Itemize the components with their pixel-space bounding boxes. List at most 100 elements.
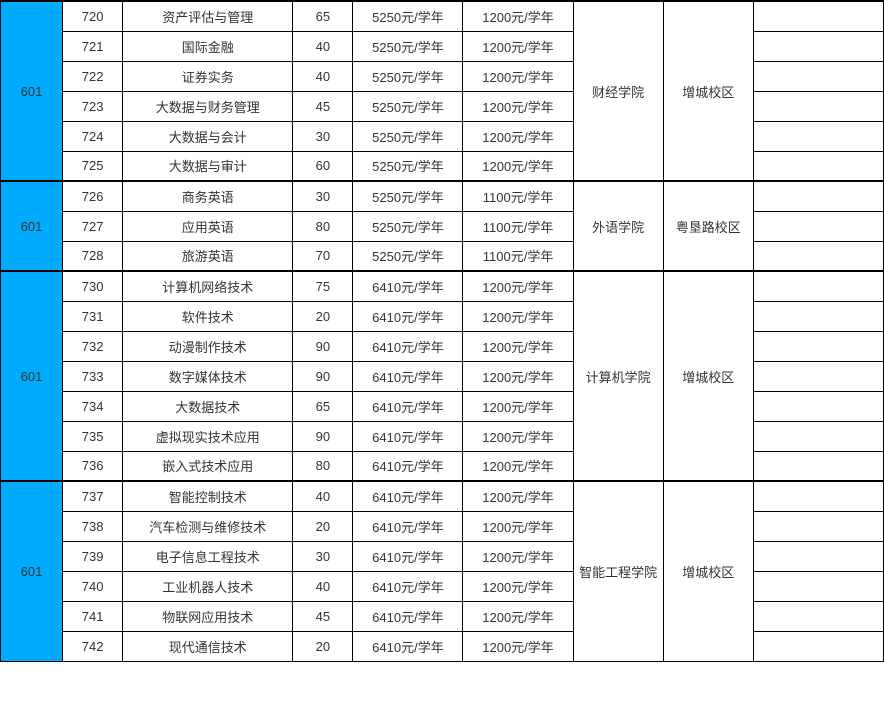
enroll-num-cell: 30 xyxy=(293,181,353,211)
extra-cell xyxy=(753,421,883,451)
enroll-num-cell: 20 xyxy=(293,511,353,541)
major-id-cell: 727 xyxy=(63,211,123,241)
extra-cell xyxy=(753,241,883,271)
extra-cell xyxy=(753,31,883,61)
major-name-cell: 数字媒体技术 xyxy=(123,361,293,391)
major-name-cell: 电子信息工程技术 xyxy=(123,541,293,571)
extra-cell xyxy=(753,91,883,121)
major-id-cell: 742 xyxy=(63,631,123,661)
enroll-num-cell: 30 xyxy=(293,541,353,571)
dorm-fee-cell: 1200元/学年 xyxy=(463,391,573,421)
major-id-cell: 725 xyxy=(63,151,123,181)
extra-cell xyxy=(753,211,883,241)
dorm-fee-cell: 1200元/学年 xyxy=(463,421,573,451)
enroll-num-cell: 40 xyxy=(293,481,353,511)
major-id-cell: 732 xyxy=(63,331,123,361)
major-id-cell: 735 xyxy=(63,421,123,451)
major-name-cell: 证券实务 xyxy=(123,61,293,91)
dorm-fee-cell: 1100元/学年 xyxy=(463,181,573,211)
dorm-fee-cell: 1200元/学年 xyxy=(463,451,573,481)
tuition-cell: 5250元/学年 xyxy=(353,1,463,31)
dept-cell: 计算机学院 xyxy=(573,271,663,481)
dorm-fee-cell: 1200元/学年 xyxy=(463,601,573,631)
campus-cell: 粤垦路校区 xyxy=(663,181,753,271)
major-name-cell: 汽车检测与维修技术 xyxy=(123,511,293,541)
enroll-num-cell: 90 xyxy=(293,361,353,391)
major-id-cell: 733 xyxy=(63,361,123,391)
enroll-num-cell: 20 xyxy=(293,301,353,331)
extra-cell xyxy=(753,61,883,91)
major-name-cell: 大数据与审计 xyxy=(123,151,293,181)
extra-cell xyxy=(753,571,883,601)
tuition-cell: 5250元/学年 xyxy=(353,181,463,211)
extra-cell xyxy=(753,331,883,361)
extra-cell xyxy=(753,391,883,421)
dorm-fee-cell: 1200元/学年 xyxy=(463,361,573,391)
enroll-num-cell: 70 xyxy=(293,241,353,271)
dorm-fee-cell: 1200元/学年 xyxy=(463,301,573,331)
dorm-fee-cell: 1200元/学年 xyxy=(463,511,573,541)
major-name-cell: 智能控制技术 xyxy=(123,481,293,511)
major-id-cell: 731 xyxy=(63,301,123,331)
major-id-cell: 741 xyxy=(63,601,123,631)
major-name-cell: 物联网应用技术 xyxy=(123,601,293,631)
tuition-cell: 6410元/学年 xyxy=(353,451,463,481)
major-id-cell: 722 xyxy=(63,61,123,91)
tuition-cell: 6410元/学年 xyxy=(353,541,463,571)
extra-cell xyxy=(753,601,883,631)
major-name-cell: 国际金融 xyxy=(123,31,293,61)
enroll-num-cell: 40 xyxy=(293,31,353,61)
extra-cell xyxy=(753,151,883,181)
dorm-fee-cell: 1200元/学年 xyxy=(463,631,573,661)
tuition-cell: 6410元/学年 xyxy=(353,391,463,421)
major-name-cell: 动漫制作技术 xyxy=(123,331,293,361)
enroll-num-cell: 65 xyxy=(293,391,353,421)
tuition-cell: 6410元/学年 xyxy=(353,361,463,391)
major-id-cell: 720 xyxy=(63,1,123,31)
table-row: 601730计算机网络技术756410元/学年1200元/学年计算机学院增城校区 xyxy=(1,271,884,301)
major-name-cell: 应用英语 xyxy=(123,211,293,241)
dorm-fee-cell: 1100元/学年 xyxy=(463,241,573,271)
group-code-cell: 601 xyxy=(1,271,63,481)
enroll-num-cell: 80 xyxy=(293,451,353,481)
campus-cell: 增城校区 xyxy=(663,481,753,661)
tuition-cell: 5250元/学年 xyxy=(353,91,463,121)
tuition-cell: 6410元/学年 xyxy=(353,421,463,451)
dorm-fee-cell: 1200元/学年 xyxy=(463,151,573,181)
dorm-fee-cell: 1200元/学年 xyxy=(463,271,573,301)
table-row: 601726商务英语305250元/学年1100元/学年外语学院粤垦路校区 xyxy=(1,181,884,211)
major-name-cell: 工业机器人技术 xyxy=(123,571,293,601)
tuition-cell: 5250元/学年 xyxy=(353,241,463,271)
dorm-fee-cell: 1200元/学年 xyxy=(463,91,573,121)
tuition-cell: 5250元/学年 xyxy=(353,121,463,151)
enroll-num-cell: 90 xyxy=(293,421,353,451)
extra-cell xyxy=(753,121,883,151)
tuition-cell: 5250元/学年 xyxy=(353,211,463,241)
major-name-cell: 计算机网络技术 xyxy=(123,271,293,301)
enroll-num-cell: 60 xyxy=(293,151,353,181)
enroll-num-cell: 75 xyxy=(293,271,353,301)
group-code-cell: 601 xyxy=(1,181,63,271)
major-name-cell: 大数据与会计 xyxy=(123,121,293,151)
major-id-cell: 728 xyxy=(63,241,123,271)
major-name-cell: 资产评估与管理 xyxy=(123,1,293,31)
major-name-cell: 虚拟现实技术应用 xyxy=(123,421,293,451)
enroll-num-cell: 80 xyxy=(293,211,353,241)
major-id-cell: 726 xyxy=(63,181,123,211)
major-name-cell: 嵌入式技术应用 xyxy=(123,451,293,481)
major-id-cell: 721 xyxy=(63,31,123,61)
table-row: 601720资产评估与管理655250元/学年1200元/学年财经学院增城校区 xyxy=(1,1,884,31)
major-name-cell: 软件技术 xyxy=(123,301,293,331)
major-name-cell: 大数据技术 xyxy=(123,391,293,421)
enroll-num-cell: 20 xyxy=(293,631,353,661)
tuition-cell: 6410元/学年 xyxy=(353,511,463,541)
extra-cell xyxy=(753,511,883,541)
table-row: 601737智能控制技术406410元/学年1200元/学年智能工程学院增城校区 xyxy=(1,481,884,511)
dorm-fee-cell: 1200元/学年 xyxy=(463,31,573,61)
group-code-cell: 601 xyxy=(1,481,63,661)
tuition-cell: 5250元/学年 xyxy=(353,61,463,91)
major-id-cell: 724 xyxy=(63,121,123,151)
extra-cell xyxy=(753,481,883,511)
tuition-cell: 6410元/学年 xyxy=(353,601,463,631)
major-name-cell: 现代通信技术 xyxy=(123,631,293,661)
